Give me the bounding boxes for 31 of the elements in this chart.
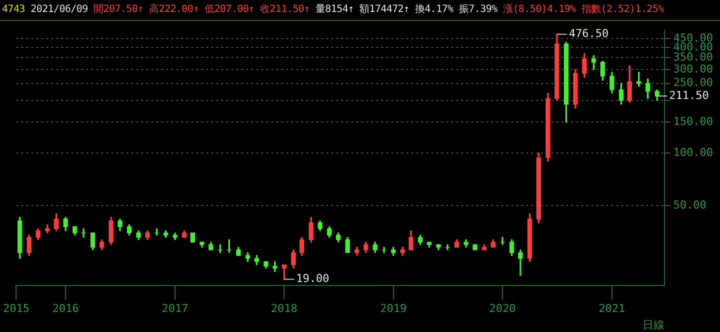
annotation: 19.00	[296, 272, 330, 286]
y-tick-label: 300.00	[673, 62, 714, 76]
x-axis-title: 日線	[642, 318, 664, 332]
annotation: 476.50	[568, 27, 609, 40]
text: 振7.39%	[458, 4, 498, 15]
text: 指數(2.52)1.25%	[581, 4, 664, 15]
text: 漲(8.50)4.19%	[503, 4, 577, 15]
annotation: 211.50	[669, 88, 709, 102]
x-tick-label: 2017	[162, 302, 188, 316]
chart-subtitle: 2021/06/09	[30, 4, 88, 15]
x-tick-label: 2018	[270, 302, 298, 316]
x-tick-label: 2015	[2, 302, 30, 316]
x-tick-label: 2016	[52, 302, 79, 316]
x-tick-label: 2019	[380, 302, 407, 316]
text: 收211.50↑	[260, 4, 311, 15]
text: 高222.00↑	[149, 4, 200, 15]
y-tick-label: 250.00	[673, 76, 714, 90]
x-tick-label: 2020	[489, 302, 516, 316]
text: 低207.00↑	[204, 4, 256, 15]
x-tick-label: 2021	[598, 302, 626, 316]
chart-title: 4743	[2, 4, 25, 15]
candlestick	[518, 250, 523, 276]
text: 量8154↑	[315, 4, 355, 15]
y-tick-label: 350.00	[673, 50, 714, 64]
text: 開207.50↑	[94, 4, 144, 15]
y-tick-label: 50.00	[673, 198, 706, 212]
text: 換4.17%	[414, 4, 454, 15]
y-tick-label: 100.00	[673, 146, 714, 159]
text: 額174472↑	[359, 4, 410, 15]
y-tick-label: 400.00	[673, 40, 714, 54]
y-tick-label: 150.00	[673, 115, 714, 128]
